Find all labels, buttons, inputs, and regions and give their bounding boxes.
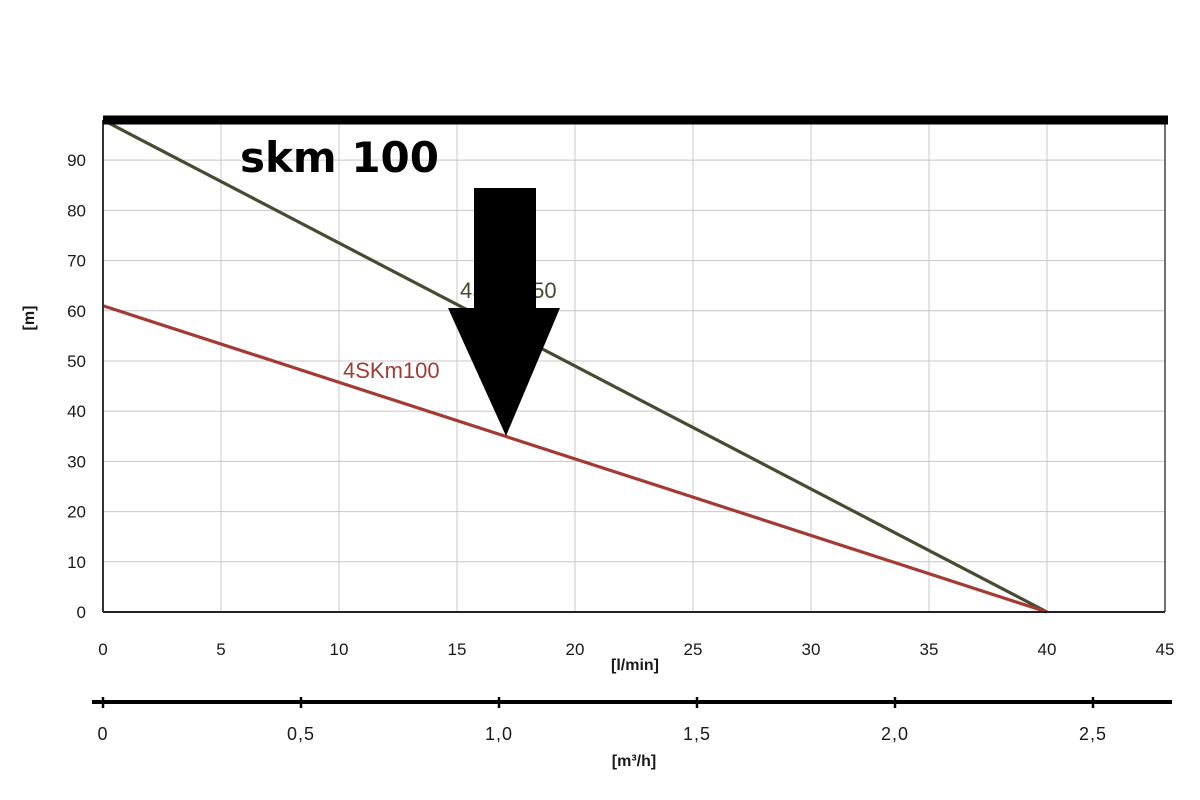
x-tick-label: 35 (920, 640, 939, 659)
x-tick-label: 40 (1038, 640, 1057, 659)
secondary-tick-label: 2,5 (1079, 724, 1107, 744)
x-tick-label: 45 (1156, 640, 1175, 659)
x-tick-label: 0 (98, 640, 107, 659)
y-axis-label: [m] (21, 306, 38, 331)
series-label-4skm100: 4SKm100 (343, 358, 440, 383)
y-tick-label: 40 (67, 402, 86, 421)
x-tick-label: 20 (566, 640, 585, 659)
x-tick-label: 15 (448, 640, 467, 659)
y-tick-labels: 0 10 20 30 40 50 60 70 80 90 (67, 151, 86, 622)
y-tick-label: 30 (67, 452, 86, 471)
y-tick-label: 20 (67, 503, 86, 522)
secondary-tick-label: 0,5 (287, 724, 315, 744)
series-line-4skm150 (102, 118, 1048, 614)
secondary-tick-label: 1,5 (683, 724, 711, 744)
chart-title: skm 100 (240, 133, 439, 182)
x-tick-label: 5 (216, 640, 225, 659)
y-tick-label: 80 (67, 201, 86, 220)
secondary-axis: 0 0,5 1,0 1,5 2,0 2,5 (92, 697, 1172, 744)
x-tick-labels: 0 5 10 15 20 25 30 35 40 45 (98, 640, 1174, 659)
y-tick-label: 90 (67, 151, 86, 170)
grid (102, 120, 1166, 613)
arrow-down-icon (448, 188, 560, 436)
x-tick-label: 30 (802, 640, 821, 659)
secondary-x-axis-label: [m³/h] (612, 753, 656, 770)
plot-frame (102, 115, 1168, 613)
series-line-4skm100 (102, 304, 1048, 614)
x-axis-label: [l/min] (611, 657, 659, 674)
y-tick-label: 70 (67, 252, 86, 271)
secondary-tick-label: 2,0 (881, 724, 909, 744)
secondary-tick-label: 1,0 (485, 724, 513, 744)
series-lines (102, 118, 1048, 614)
y-tick-label: 60 (67, 302, 86, 321)
secondary-tick-label: 0 (97, 724, 108, 744)
y-tick-label: 50 (67, 352, 86, 371)
x-tick-label: 10 (330, 640, 349, 659)
y-tick-label: 0 (77, 603, 86, 622)
y-tick-label: 10 (67, 553, 86, 572)
x-tick-label: 25 (684, 640, 703, 659)
